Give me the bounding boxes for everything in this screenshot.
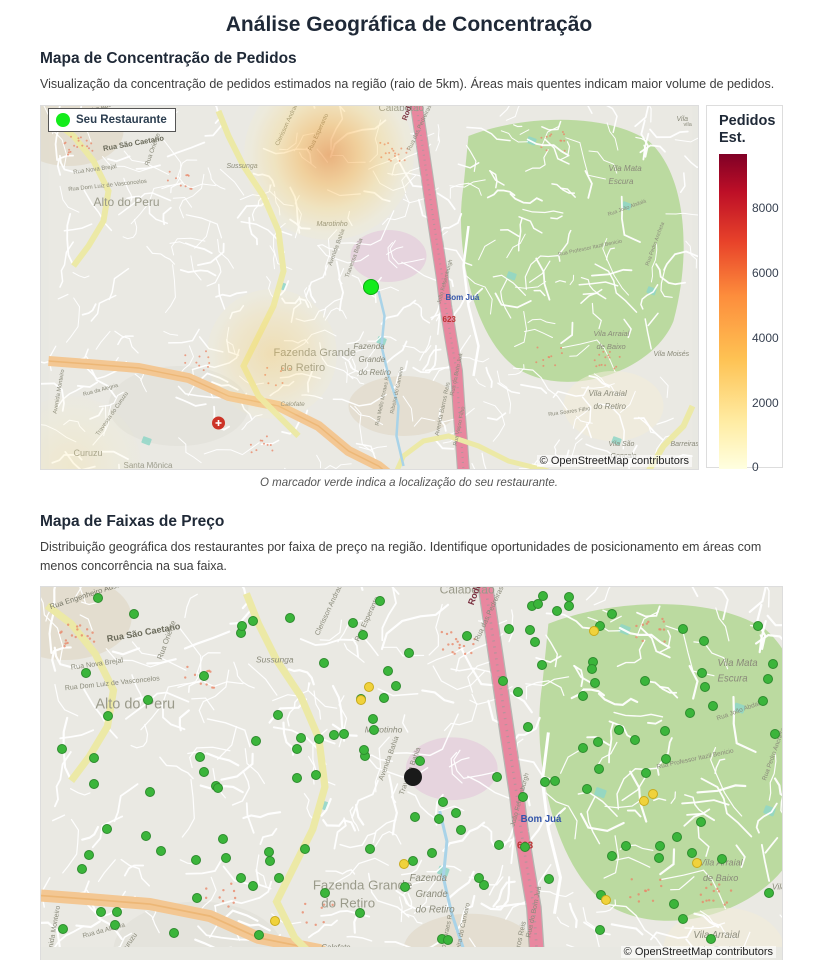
svg-text:Vila São: Vila São [609, 441, 635, 448]
svg-text:Sussunga: Sussunga [227, 163, 258, 170]
svg-text:Escura: Escura [718, 674, 749, 685]
svg-text:Marotinho: Marotinho [317, 221, 348, 228]
svg-text:do Retiro: do Retiro [281, 362, 326, 374]
svg-text:Vila Arraial: Vila Arraial [589, 389, 627, 398]
svg-text:Calabetão: Calabetão [440, 587, 495, 597]
svg-text:Grande: Grande [359, 355, 386, 364]
svg-text:do Retiro: do Retiro [594, 402, 627, 411]
svg-text:Grande: Grande [416, 889, 449, 900]
svg-text:Vila Arraial: Vila Arraial [594, 329, 630, 338]
svg-text:Vila Mata: Vila Mata [609, 164, 643, 173]
svg-text:Fazenda: Fazenda [354, 342, 386, 351]
svg-text:623: 623 [443, 315, 457, 324]
svg-text:Vila Arraial: Vila Arraial [693, 930, 740, 941]
svg-text:Sussunga: Sussunga [256, 655, 294, 665]
svg-text:Fazenda: Fazenda [409, 873, 447, 884]
svg-text:Barreiras: Barreiras [671, 441, 700, 448]
svg-text:Bom Juá: Bom Juá [446, 293, 480, 302]
svg-text:Bom Juá: Bom Juá [521, 814, 562, 825]
svg-text:de Baixo: de Baixo [703, 873, 738, 883]
svg-text:Fazenda Grande: Fazenda Grande [274, 347, 357, 359]
svg-text:Calofate: Calofate [321, 943, 351, 947]
svg-text:Vila Moisés: Vila Moisés [654, 351, 690, 358]
svg-text:Escura: Escura [609, 177, 634, 186]
svg-text:Santa Mônica: Santa Mônica [124, 461, 173, 470]
svg-text:Alto do Peru: Alto do Peru [95, 697, 175, 713]
svg-text:Calofate: Calofate [281, 401, 306, 408]
svg-text:do Retiro: do Retiro [321, 896, 375, 911]
svg-text:Vila Mata: Vila Mata [718, 658, 759, 669]
svg-text:Alto do Peru: Alto do Peru [94, 195, 160, 209]
svg-text:Curuzu: Curuzu [74, 448, 103, 458]
svg-text:vila: vila [684, 122, 693, 128]
svg-text:de Baixo: de Baixo [597, 342, 626, 351]
